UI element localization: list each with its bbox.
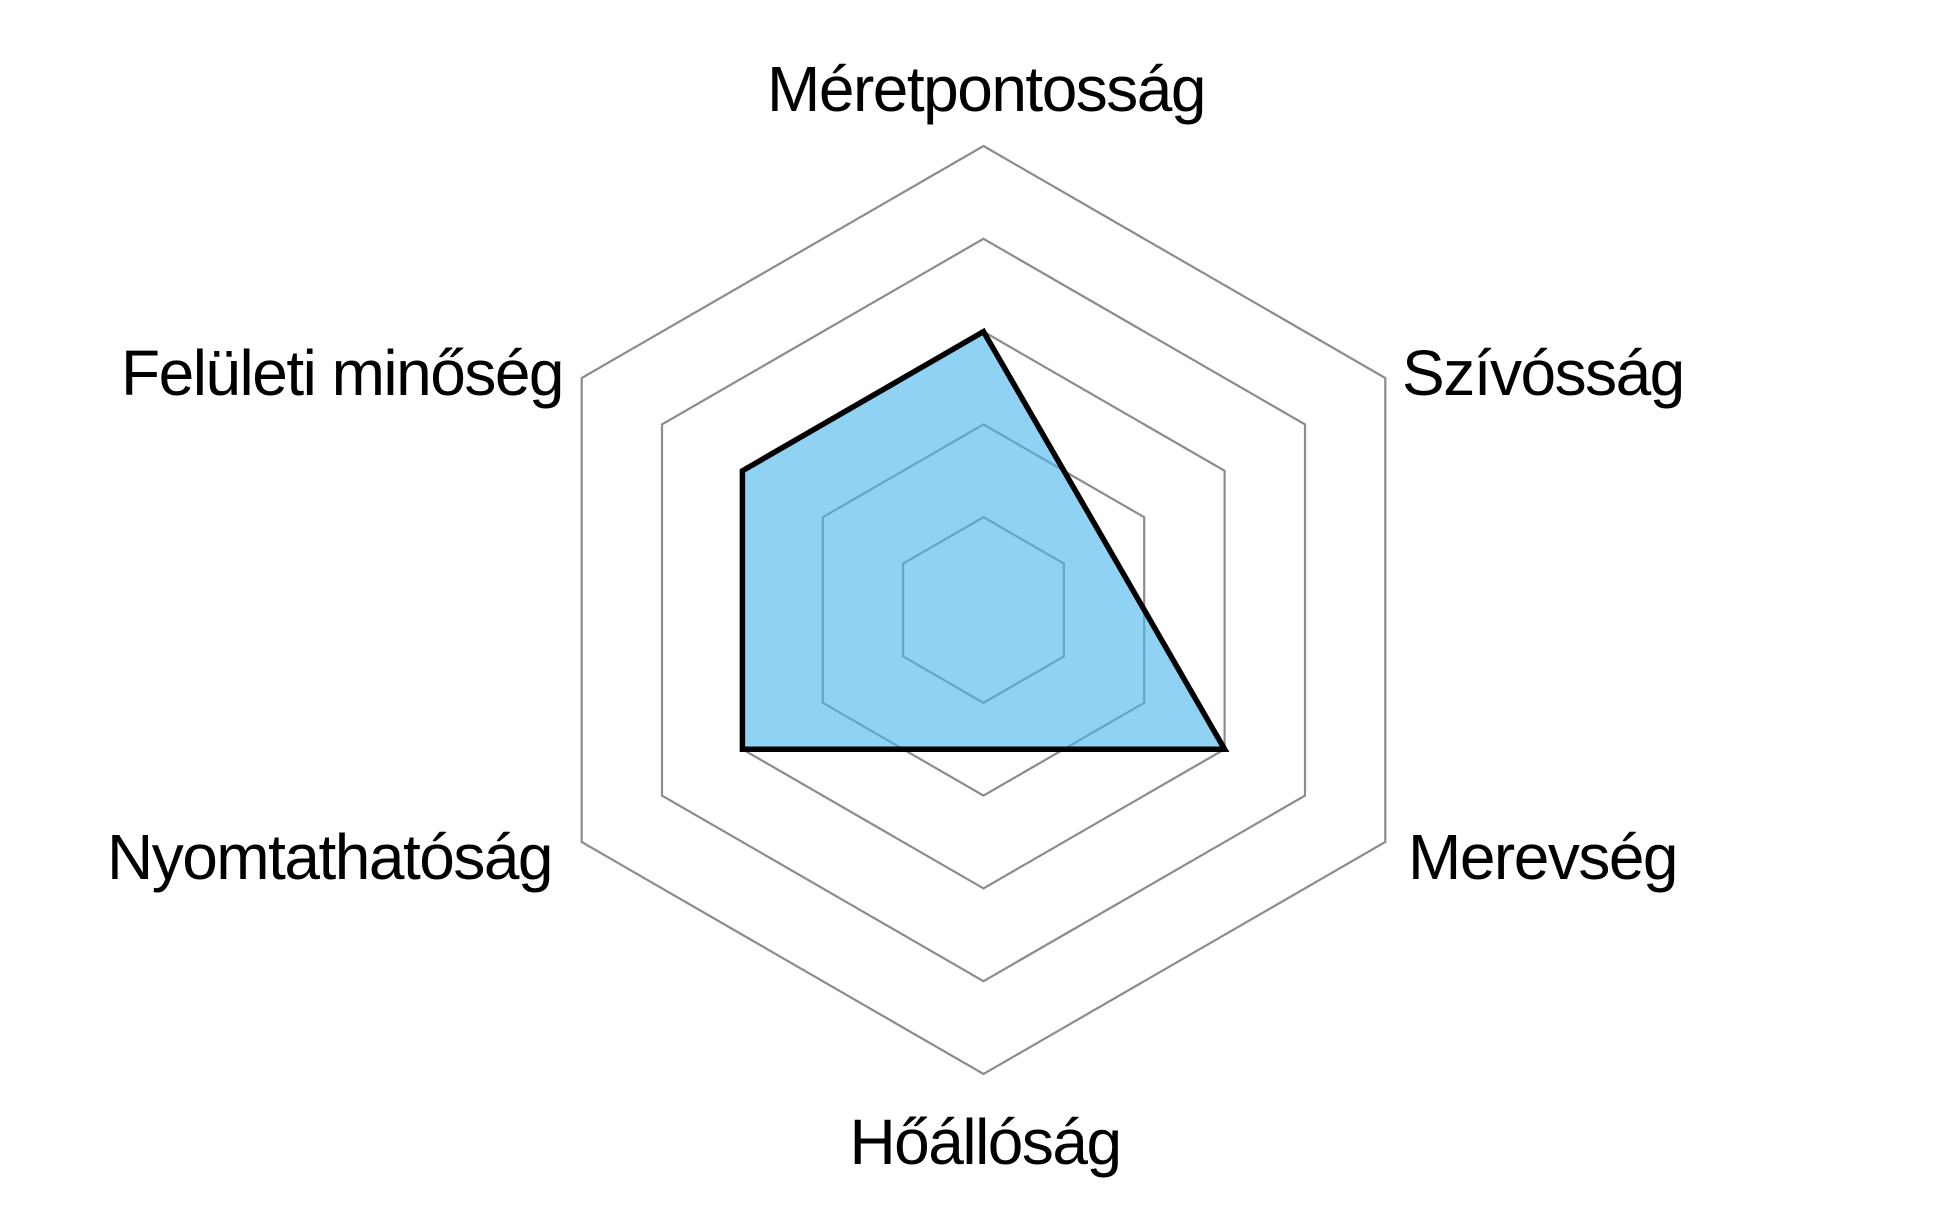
data-polygon-0 [739,327,1230,752]
axis-label-nyomtathatosag: Nyomtathatóság [106,821,554,894]
grid-ring-5 [580,144,1387,1076]
axis-label-szivossag: Szívósság [1402,337,1685,410]
grid-ring-4 [660,237,1307,983]
data-series [739,327,1230,752]
axis-label-hoallosag: Hőállóság [849,1106,1122,1179]
axis-label-feluleti-minoseg: Felületi minőség [121,337,565,410]
axis-label-meretpontossag: Méretpontosság [767,53,1206,126]
axis-label-merevseg: Merevség [1408,821,1679,894]
grid-rings [580,144,1387,1076]
